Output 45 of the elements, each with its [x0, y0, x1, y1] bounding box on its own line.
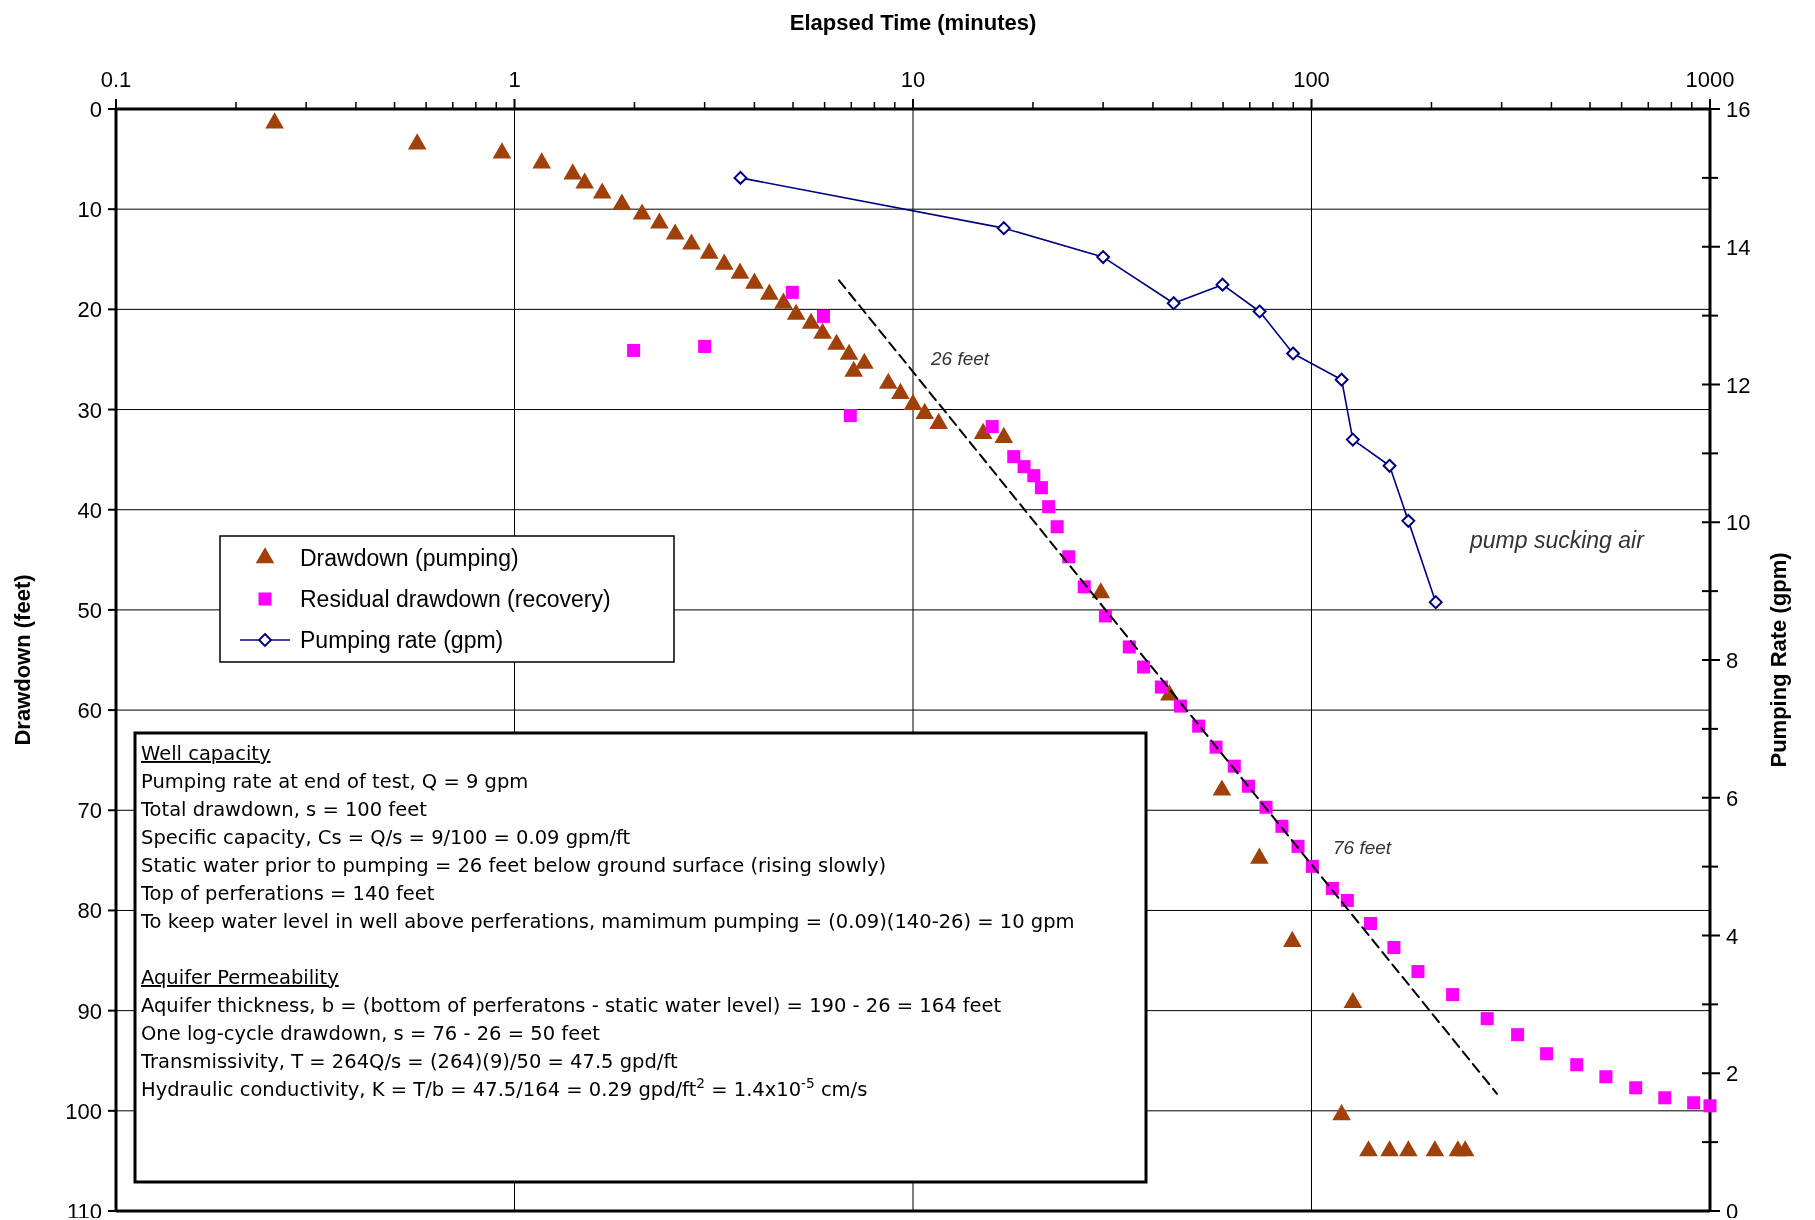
y-tick-label: 100 — [65, 1098, 102, 1124]
annotation: Pumping rate at end of test, Q = 9 gpm — [141, 770, 529, 793]
x-tick-label: 1 — [508, 67, 521, 92]
legend-label: Pumping rate (gpm) — [300, 627, 504, 653]
y-tick-label: 30 — [77, 397, 102, 423]
y2-tick-label: 8 — [1726, 648, 1739, 673]
x-tick-label: 1000 — [1685, 67, 1735, 92]
y-tick-label: 90 — [77, 998, 102, 1024]
y-tick-label: 60 — [77, 698, 102, 724]
y2-tick-label: 6 — [1726, 785, 1739, 811]
y2-tick-label: 10 — [1726, 510, 1751, 536]
x-tick-label: 100 — [1293, 67, 1330, 92]
x-axis-title: Elapsed Time (minutes) — [789, 10, 1037, 35]
y2-tick-label: 4 — [1726, 923, 1739, 949]
y2-tick-label: 2 — [1726, 1061, 1739, 1087]
annotation: Aquifer thickness, b = (bottom of perferatons - static water level) = 190 - 26 = 164 feet — [141, 994, 1002, 1017]
y2-tick-label: 12 — [1726, 372, 1751, 398]
legend-label: Residual drawdown (recovery) — [300, 586, 611, 612]
legend-label: Drawdown (pumping) — [300, 545, 519, 571]
annotation: Total drawdown, s = 100 feet — [140, 798, 428, 821]
y-tick-label: 10 — [77, 197, 102, 223]
y2-tick-label: 14 — [1726, 234, 1751, 260]
y2-tick-label: 16 — [1726, 97, 1751, 122]
y-tick-label: 40 — [77, 497, 102, 523]
y2-axis-title: Pumping Rate (gpm) — [1766, 552, 1791, 768]
annotation: Top of perferations = 140 feet — [140, 882, 435, 905]
y-tick-label: 80 — [77, 898, 102, 924]
annotation: Specific capacity, Cs = Q/s = 9/100 = 0.09 gpm/ft — [141, 826, 631, 849]
x-tick-label: 10 — [900, 67, 926, 92]
y-axis-title: Drawdown (feet) — [10, 574, 35, 746]
annotation: One log-cycle drawdown, s = 76 - 26 = 50 feet — [141, 1022, 601, 1045]
y-tick-label: 0 — [89, 97, 102, 122]
annotation: Well capacity — [141, 742, 271, 765]
annotation: To keep water level in well above perferations, mamimum pumping = (0.09)(140-26) = 10 gpm — [140, 910, 1075, 933]
y-tick-label: 20 — [77, 297, 102, 323]
y-tick-label: 50 — [77, 597, 102, 623]
annotation: Static water prior to pumping = 26 feet below ground surface (rising slowly) — [141, 854, 887, 877]
x-tick-label: 0.1 — [100, 67, 132, 92]
annotation: Aquifer Permeability — [141, 966, 339, 989]
annotation: pump sucking air — [1469, 527, 1646, 553]
y-tick-label: 70 — [77, 798, 102, 824]
annotation: 76 feet — [1333, 837, 1392, 858]
annotation: Transmissivity, T = 264Q/s = (264)(9)/50 = 47.5 gpd/ft — [140, 1050, 678, 1073]
annotation: 26 feet — [930, 348, 990, 369]
annotation: Hydraulic conductivity, K = T/b = 47.5/164 = 0.29 gpd/ft$^{2}$ = 1.4x10$^{-5}$ cm/s — [141, 1075, 868, 1101]
